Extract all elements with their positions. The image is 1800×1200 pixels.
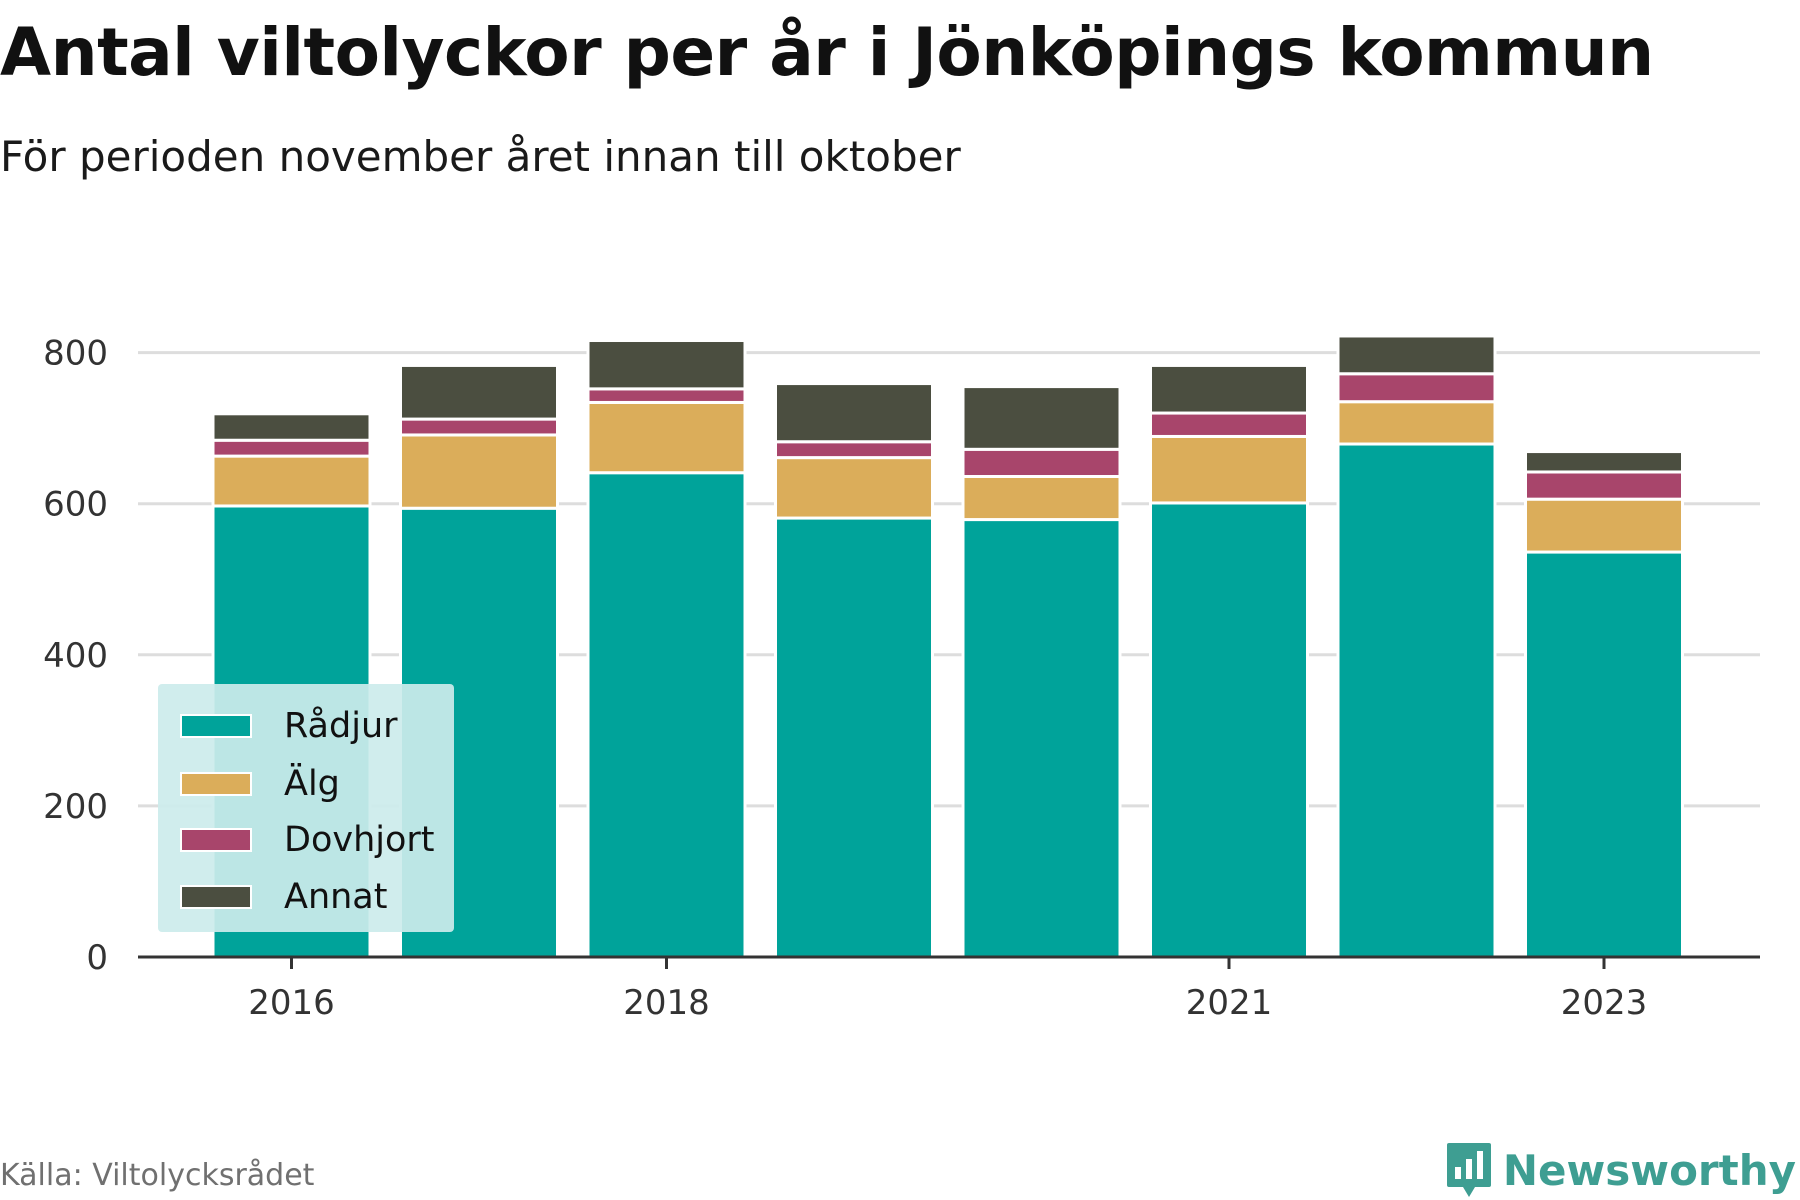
x-tick-label: 2021 <box>1186 983 1273 1023</box>
bar-segment <box>1524 470 1684 501</box>
x-tick-label: 2018 <box>623 983 710 1023</box>
legend-item-annat: Annat <box>180 877 387 917</box>
chart-subtitle: För perioden november året innan till ok… <box>0 132 961 181</box>
bar-segment <box>586 400 747 475</box>
bar-segment <box>586 387 747 404</box>
bar-segment <box>1149 411 1309 438</box>
bar-segment <box>774 516 934 959</box>
bar-segment <box>1149 501 1309 959</box>
bar-segment <box>774 456 934 520</box>
bar-segment <box>1336 372 1497 404</box>
source-note: Källa: Viltolycksrådet <box>0 1158 315 1193</box>
bar-segment <box>211 438 372 458</box>
legend-item-radjur: Rådjur <box>180 706 398 746</box>
chart-title: Antal viltolyckor per år i Jönköpings ko… <box>0 14 1654 91</box>
legend-swatch-radjur <box>180 714 252 738</box>
legend-label-radjur: Rådjur <box>284 706 398 746</box>
bar-segment <box>1524 497 1684 554</box>
y-tick-label: 800 <box>43 334 108 374</box>
legend: Rådjur Älg Dovhjort Annat <box>158 684 454 932</box>
legend-label-dovhjort: Dovhjort <box>284 820 435 860</box>
bar-segment <box>399 363 559 421</box>
brand-link[interactable]: Newsworthy <box>1445 1140 1796 1200</box>
bar-segment <box>1149 363 1309 415</box>
bar-segment <box>774 440 934 460</box>
y-tick-label: 400 <box>43 636 108 676</box>
bar-segment <box>961 447 1122 479</box>
bar-segment <box>961 385 1122 451</box>
x-tick-label: 2016 <box>248 983 335 1023</box>
y-tick-label: 200 <box>43 787 108 827</box>
x-tick-label: 2023 <box>1561 983 1648 1023</box>
legend-item-dovhjort: Dovhjort <box>180 820 435 860</box>
bar-segment <box>211 454 372 508</box>
axes: 0 200 400 600 800 2016 2018 2021 2023 <box>43 334 1760 1023</box>
legend-item-alg: Älg <box>180 764 340 804</box>
y-tick-label: 0 <box>86 938 108 978</box>
bar-segment <box>1336 334 1497 376</box>
bar-segment <box>586 339 747 391</box>
bar-segment <box>586 471 747 959</box>
bar-segment <box>399 417 559 437</box>
bar-segment <box>774 382 934 444</box>
brand-name: Newsworthy <box>1502 1145 1796 1195</box>
bar-segment <box>1336 442 1497 959</box>
bar-segment <box>1524 450 1684 474</box>
bar-segment <box>399 433 559 510</box>
legend-label-annat: Annat <box>284 877 388 917</box>
bar-segment <box>961 475 1122 522</box>
bar-segment <box>1149 434 1309 505</box>
legend-swatch-annat <box>180 885 252 909</box>
bar-segment <box>1336 400 1497 446</box>
legend-swatch-dovhjort <box>180 828 252 852</box>
bar-chart-logo-icon <box>1446 1143 1491 1197</box>
bar-segment <box>211 412 372 442</box>
legend-label-alg: Älg <box>284 764 340 804</box>
bar-segment <box>1524 550 1684 959</box>
legend-swatch-alg <box>180 772 252 796</box>
bar-segment <box>961 518 1122 959</box>
y-tick-label: 600 <box>43 485 108 525</box>
